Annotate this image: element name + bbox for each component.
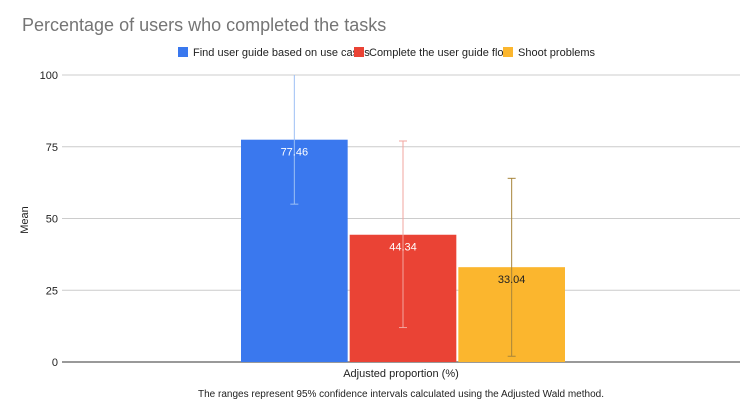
footnote: The ranges represent 95% confidence inte… [198,389,604,400]
gridlines [62,74,740,363]
legend-swatch-3 [503,47,513,57]
y-axis-title: Mean [19,206,31,234]
data-label-1: 77.46 [281,147,309,159]
legend-label-3: Shoot problems [518,47,596,59]
y-tick-label: 0 [52,357,58,369]
data-label-2: 44.34 [389,242,417,254]
legend-swatch-1 [178,47,188,57]
y-tick-label: 100 [40,70,58,82]
legend-label-2: Complete the user guide flow [369,47,512,59]
legend: Find user guide based on use cases Comple… [178,47,596,59]
y-tick-label: 50 [46,214,58,226]
legend-swatch-2 [354,47,364,57]
data-labels: 77.46 44.34 33.04 [281,147,526,286]
y-tick-label: 25 [46,285,58,297]
error-bars [290,75,516,357]
y-tick-label: 75 [46,142,58,154]
y-axis-ticks: 0 25 50 75 100 [40,70,58,369]
chart-title: Percentage of users who completed the ta… [22,15,386,35]
legend-label-1: Find user guide based on use cases [193,47,370,59]
data-label-3: 33.04 [498,274,526,286]
x-axis-title: Adjusted proportion (%) [343,368,459,380]
